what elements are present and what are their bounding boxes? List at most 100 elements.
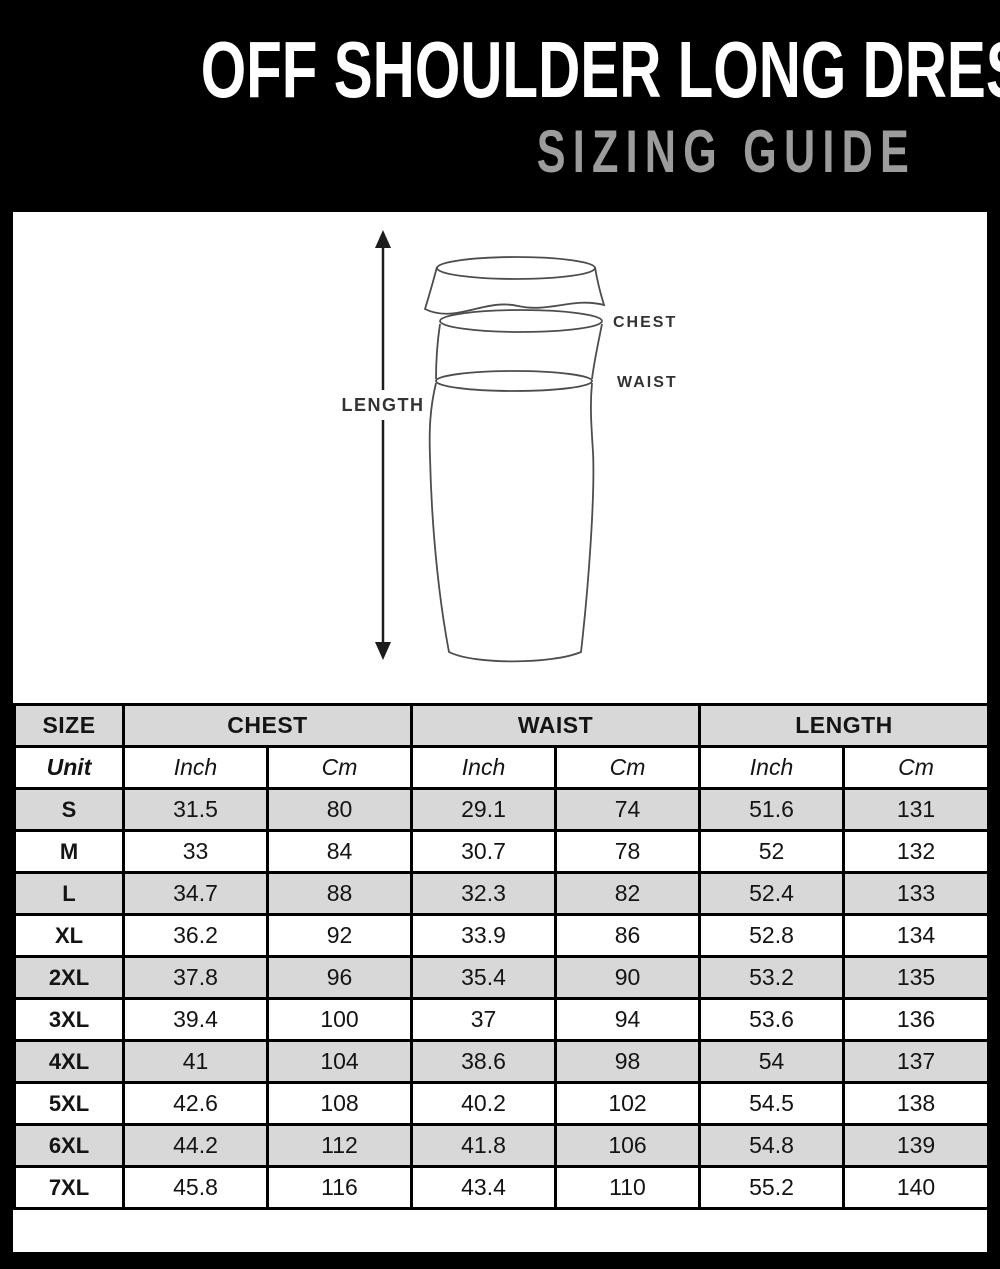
value-cell: 52.4: [698, 871, 846, 916]
torso-right-edge: [591, 323, 603, 380]
value-cell: 52: [698, 829, 846, 874]
value-cell: 136: [842, 997, 991, 1042]
table-row-5xl: 5XL 42.6 108 40.2 102 54.5 138: [13, 1081, 991, 1126]
value-cell: 88: [265, 871, 414, 916]
value-cell: 140: [842, 1165, 991, 1210]
value-cell: 135: [842, 955, 991, 1000]
value-cell: 33.9: [410, 913, 558, 958]
value-cell: 43.4: [410, 1165, 558, 1210]
unit-cell: Inch: [698, 745, 846, 790]
value-cell: 82: [554, 871, 702, 916]
value-cell: 55.2: [698, 1165, 846, 1210]
table-row-7xl: 7XL 45.8 116 43.4 110 55.2 140: [13, 1165, 991, 1210]
page-title: OFF SHOULDER LONG DRESS: [200, 25, 1000, 114]
unit-cell: Cm: [842, 745, 991, 790]
value-cell: 34.7: [122, 871, 269, 916]
value-cell: 100: [265, 997, 414, 1042]
length-label: LENGTH: [342, 395, 425, 415]
value-cell: 53.6: [698, 997, 846, 1042]
value-cell: 45.8: [122, 1165, 269, 1210]
size-cell: L: [13, 871, 125, 916]
chest-ellipse: [439, 309, 603, 333]
value-cell: 137: [842, 1039, 991, 1084]
value-cell: 134: [842, 913, 991, 958]
table-row-m: M 33 84 30.7 78 52 132: [13, 829, 991, 874]
value-cell: 29.1: [410, 787, 558, 832]
value-cell: 102: [554, 1081, 702, 1126]
skirt-outline: [428, 382, 595, 663]
value-cell: 54: [698, 1039, 846, 1084]
off-shoulder-band: [423, 266, 606, 315]
header-size: SIZE: [13, 703, 125, 748]
value-cell: 54.5: [698, 1081, 846, 1126]
value-cell: 108: [265, 1081, 414, 1126]
header: OFF SHOULDER LONG DRESS SIZING GUIDE: [0, 0, 1000, 212]
value-cell: 80: [265, 787, 414, 832]
value-cell: 132: [842, 829, 991, 874]
table-row-2xl: 2XL 37.8 96 35.4 90 53.2 135: [13, 955, 991, 1000]
value-cell: 78: [554, 829, 702, 874]
value-cell: 40.2: [410, 1081, 558, 1126]
value-cell: 110: [554, 1165, 702, 1210]
unit-cell: Cm: [554, 745, 702, 790]
header-length: LENGTH: [698, 703, 991, 748]
size-cell: 6XL: [13, 1123, 125, 1168]
page-subtitle: SIZING GUIDE: [536, 118, 916, 185]
value-cell: 133: [842, 871, 991, 916]
value-cell: 116: [265, 1165, 414, 1210]
header-chest: CHEST: [121, 703, 414, 748]
table-row-s: S 31.5 80 29.1 74 51.6 131: [13, 787, 991, 832]
size-cell: S: [13, 787, 125, 832]
value-cell: 44.2: [122, 1123, 269, 1168]
value-cell: 32.3: [410, 871, 558, 916]
value-cell: 36.2: [122, 913, 269, 958]
value-cell: 74: [554, 787, 702, 832]
value-cell: 37: [410, 997, 558, 1042]
torso-left-edge: [435, 323, 441, 380]
size-cell: 4XL: [13, 1039, 125, 1084]
table-row-xl: XL 36.2 92 33.9 86 52.8 134: [13, 913, 991, 958]
unit-cell: Cm: [265, 745, 414, 790]
dress-sketch: LENGTH CHEST WAIST: [342, 230, 678, 663]
value-cell: 31.5: [122, 787, 269, 832]
value-cell: 35.4: [410, 955, 558, 1000]
value-cell: 54.8: [698, 1123, 846, 1168]
unit-cell: Inch: [410, 745, 558, 790]
table-row-4xl: 4XL 41 104 38.6 98 54 137: [13, 1039, 991, 1084]
chest-label: CHEST: [613, 314, 677, 331]
value-cell: 92: [265, 913, 414, 958]
value-cell: 42.6: [122, 1081, 269, 1126]
sizing-table: SIZE CHEST WAIST LENGTH Unit Inch Cm Inc…: [13, 703, 991, 1210]
table-row-6xl: 6XL 44.2 112 41.8 106 54.8 139: [13, 1123, 991, 1168]
value-cell: 138: [842, 1081, 991, 1126]
value-cell: 52.8: [698, 913, 846, 958]
value-cell: 84: [265, 829, 414, 874]
value-cell: 131: [842, 787, 991, 832]
value-cell: 98: [554, 1039, 702, 1084]
value-cell: 139: [842, 1123, 991, 1168]
waist-ellipse: [435, 370, 593, 392]
value-cell: 106: [554, 1123, 702, 1168]
content-panel: LENGTH CHEST WAIST SIZE CHEST WAIST LENG…: [13, 212, 991, 1252]
header-waist: WAIST: [410, 703, 702, 748]
size-cell: 2XL: [13, 955, 125, 1000]
table-row-3xl: 3XL 39.4 100 37 94 53.6 136: [13, 997, 991, 1042]
value-cell: 38.6: [410, 1039, 558, 1084]
size-cell: 5XL: [13, 1081, 125, 1126]
length-arrow-icon: [375, 230, 391, 660]
waist-label: WAIST: [617, 374, 678, 391]
value-cell: 51.6: [698, 787, 846, 832]
size-cell: XL: [13, 913, 125, 958]
value-cell: 33: [122, 829, 269, 874]
value-cell: 94: [554, 997, 702, 1042]
table-row-l: L 34.7 88 32.3 82 52.4 133: [13, 871, 991, 916]
table-header-row: SIZE CHEST WAIST LENGTH: [13, 703, 991, 748]
value-cell: 86: [554, 913, 702, 958]
value-cell: 90: [554, 955, 702, 1000]
dress-measurement-diagram: LENGTH CHEST WAIST: [13, 212, 987, 703]
value-cell: 53.2: [698, 955, 846, 1000]
unit-cell: Inch: [122, 745, 269, 790]
value-cell: 39.4: [122, 997, 269, 1042]
dress-body-fill: [429, 322, 602, 662]
